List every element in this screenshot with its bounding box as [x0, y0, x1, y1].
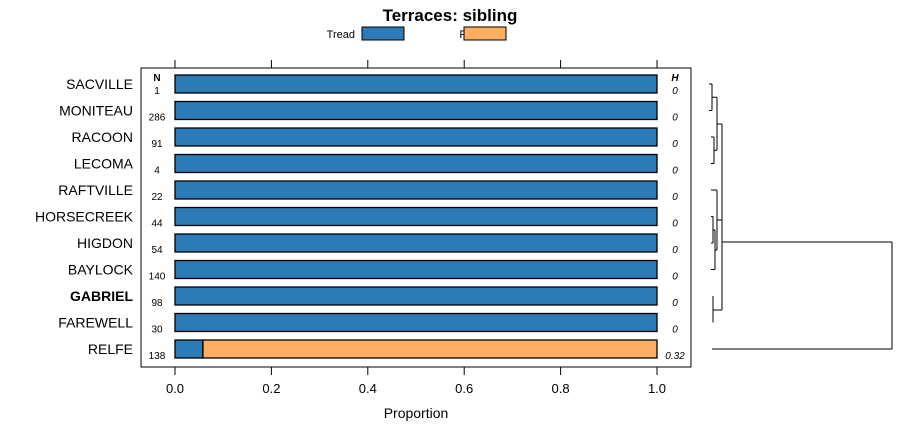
bar-row: SACVILLE 1 0	[66, 74, 678, 97]
category-label: MONITEAU	[59, 103, 133, 119]
n-header: N	[153, 73, 160, 84]
n-value: 98	[151, 298, 163, 309]
bar-tread	[174, 74, 658, 94]
plot-panel	[140, 67, 692, 368]
bar-tread	[174, 259, 658, 280]
n-value: 140	[149, 272, 166, 283]
category-label: SACVILLE	[66, 76, 133, 92]
category-label: LECOMA	[74, 156, 134, 172]
h-value: 0	[672, 113, 678, 124]
category-label: HORSECREEK	[35, 209, 134, 225]
n-value: 4	[154, 166, 160, 177]
bar-row: MONITEAU 286 0	[59, 100, 678, 124]
n-value: 286	[149, 113, 166, 124]
x-tick-label: 0.8	[552, 381, 570, 396]
n-value: 44	[151, 219, 163, 230]
h-value: 0	[672, 219, 678, 230]
bar-tread	[174, 153, 658, 174]
bar-row: HIGDON 54 0	[77, 233, 678, 256]
x-tick-label: 0.0	[166, 381, 184, 396]
category-label: RAFTVILLE	[58, 182, 133, 198]
bar-row: RELFE 138 0.32	[88, 339, 685, 362]
bar-row: LECOMA 4 0	[74, 153, 678, 177]
bar-row: HORSECREEK 44 0	[35, 206, 678, 230]
dendrogram	[709, 83, 893, 350]
h-header: H	[671, 73, 679, 84]
legend-swatch-riser	[463, 26, 507, 41]
category-label: RELFE	[88, 341, 133, 357]
n-value: 30	[151, 325, 163, 336]
bar-tread	[174, 233, 658, 253]
n-value: 22	[151, 192, 163, 203]
h-value: 0	[672, 298, 678, 309]
h-value: 0	[672, 86, 678, 97]
category-label: FAREWELL	[58, 315, 133, 331]
category-label: HIGDON	[77, 235, 133, 251]
legend: Tread Riser	[327, 26, 507, 41]
bar-riser	[202, 339, 658, 359]
n-value: 138	[149, 351, 166, 362]
bar-row: RACOON 91 0	[72, 127, 678, 150]
chart-title: Terraces: sibling	[383, 6, 518, 25]
h-value: 0	[672, 245, 678, 256]
h-value: 0	[672, 139, 678, 150]
category-label: BAYLOCK	[68, 262, 134, 278]
x-tick-label: 0.2	[262, 381, 280, 396]
x-axis-label: Proportion	[384, 405, 449, 421]
h-value: 0	[672, 325, 678, 336]
legend-label-tread: Tread	[327, 29, 355, 41]
bar-tread	[174, 180, 658, 200]
x-tick-label: 0.6	[455, 381, 473, 396]
bar-tread	[174, 339, 204, 359]
h-value: 0.32	[665, 351, 685, 362]
category-label: GABRIEL	[70, 288, 133, 304]
bar-tread	[174, 127, 658, 147]
bar-row: RAFTVILLE 22 0	[58, 180, 678, 203]
n-value: 54	[151, 245, 163, 256]
legend-swatch-tread	[361, 26, 405, 41]
bar-row: BAYLOCK 140 0	[68, 259, 678, 283]
h-value: 0	[672, 166, 678, 177]
h-value: 0	[672, 192, 678, 203]
bar-row: GABRIEL 98 0	[70, 286, 678, 309]
bar-row: FAREWELL 30 0	[58, 312, 678, 336]
category-label: RACOON	[72, 129, 133, 145]
h-value: 0	[672, 272, 678, 283]
n-value: 1	[154, 86, 160, 97]
x-tick-label: 1.0	[648, 381, 666, 396]
bar-tread	[174, 286, 658, 306]
bar-tread	[174, 100, 658, 121]
n-value: 91	[151, 139, 163, 150]
bar-tread	[174, 206, 658, 227]
bar-tread	[174, 312, 658, 333]
x-tick-label: 0.4	[359, 381, 377, 396]
